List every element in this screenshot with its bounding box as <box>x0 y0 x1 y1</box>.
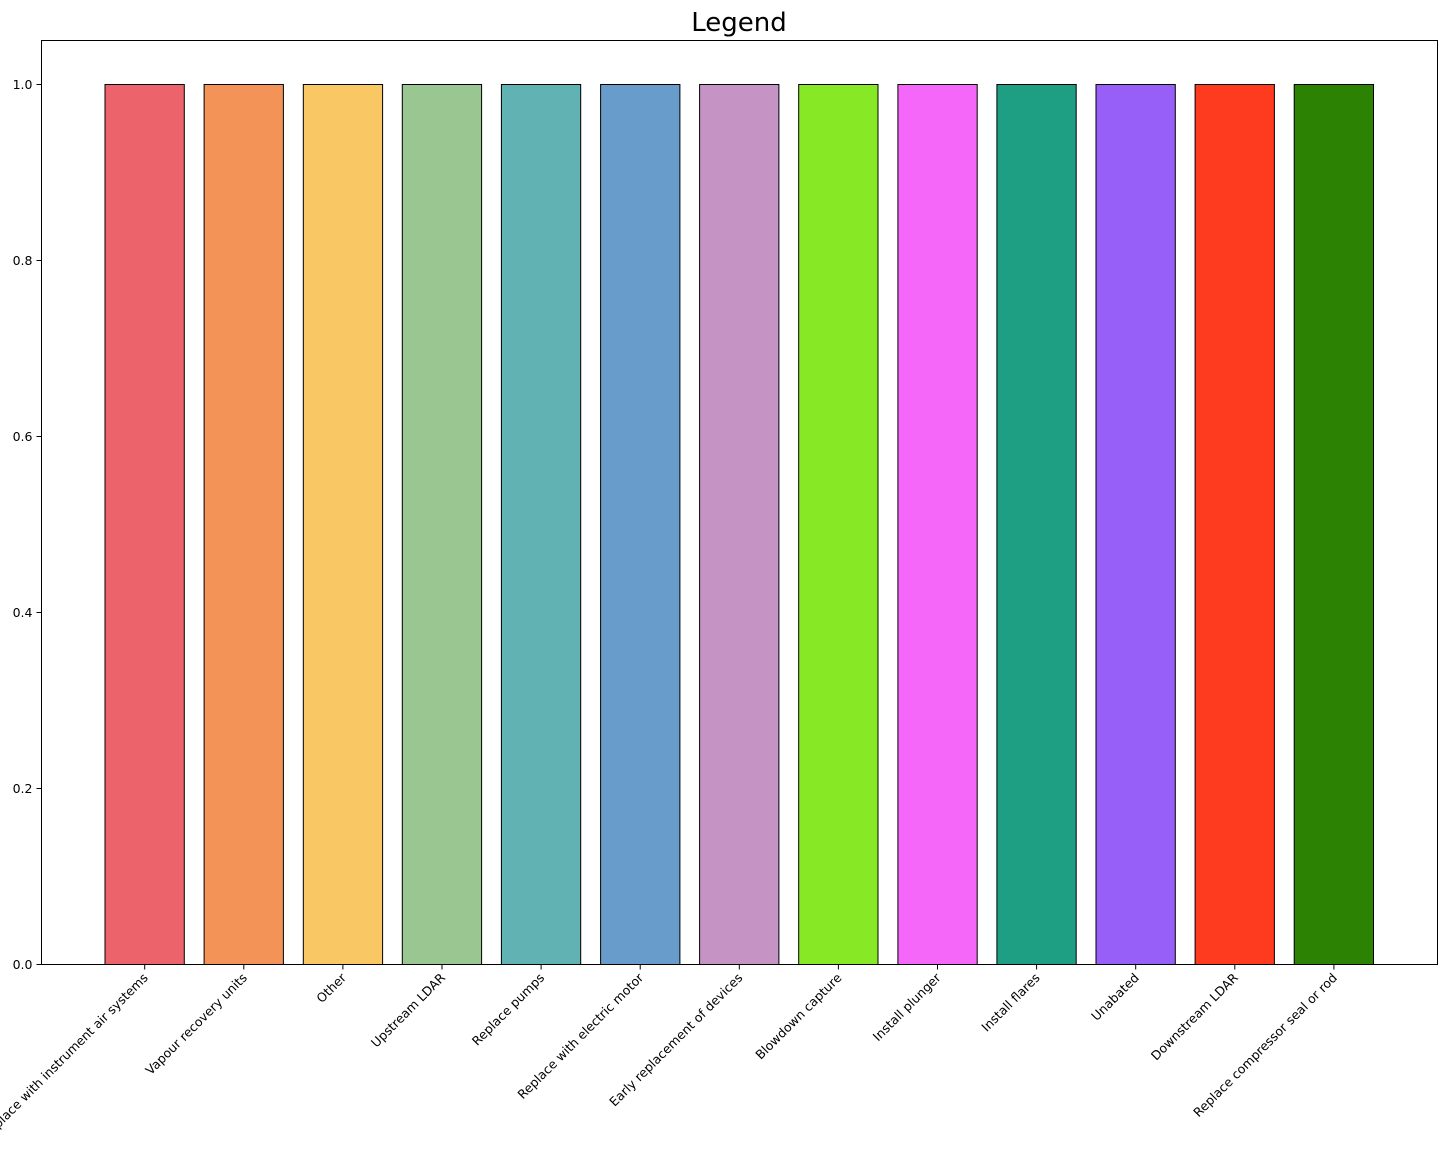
y-tick-label: 0.2 <box>13 781 33 796</box>
bars-group <box>104 84 1374 965</box>
y-axis: 0.0 0.2 0.4 0.6 0.8 1.0 <box>13 77 42 972</box>
bar-8 <box>897 84 978 965</box>
bar-10 <box>1095 84 1176 965</box>
plot-frame <box>41 40 1438 965</box>
bar-0 <box>104 84 185 965</box>
x-tick-label: Replace with instrument air systems <box>0 970 151 1142</box>
bar-7 <box>798 84 879 965</box>
bar-11 <box>1194 84 1275 965</box>
bar-2 <box>302 84 384 965</box>
bar-6 <box>699 84 780 965</box>
x-axis: Replace with instrument air systemsVapou… <box>0 964 1340 1142</box>
bar-3 <box>401 84 483 965</box>
y-tick-label: 0.4 <box>13 605 33 620</box>
y-tick-label: 1.0 <box>13 77 33 92</box>
x-tick-label: Upstream LDAR <box>368 970 448 1050</box>
x-tick-label: Blowdown capture <box>752 970 844 1062</box>
y-tick-label: 0.8 <box>13 253 33 268</box>
x-tick-label: Vapour recovery units <box>142 970 250 1078</box>
bar-4 <box>500 84 582 965</box>
x-tick-label: Install plunger <box>870 969 945 1044</box>
x-tick-label: Downstream LDAR <box>1148 970 1241 1063</box>
chart-title: Legend <box>691 8 787 38</box>
bar-5 <box>600 84 681 965</box>
y-tick-label: 0.0 <box>13 957 33 972</box>
bar-1 <box>203 84 284 965</box>
x-tick-label: Install flares <box>978 970 1042 1034</box>
x-tick-label: Unabated <box>1088 970 1142 1024</box>
x-tick-label: Other <box>313 969 349 1005</box>
bar-12 <box>1293 84 1374 965</box>
bar-9 <box>996 84 1077 965</box>
y-tick-label: 0.6 <box>13 429 33 444</box>
x-tick-label: Replace pumps <box>469 970 547 1048</box>
